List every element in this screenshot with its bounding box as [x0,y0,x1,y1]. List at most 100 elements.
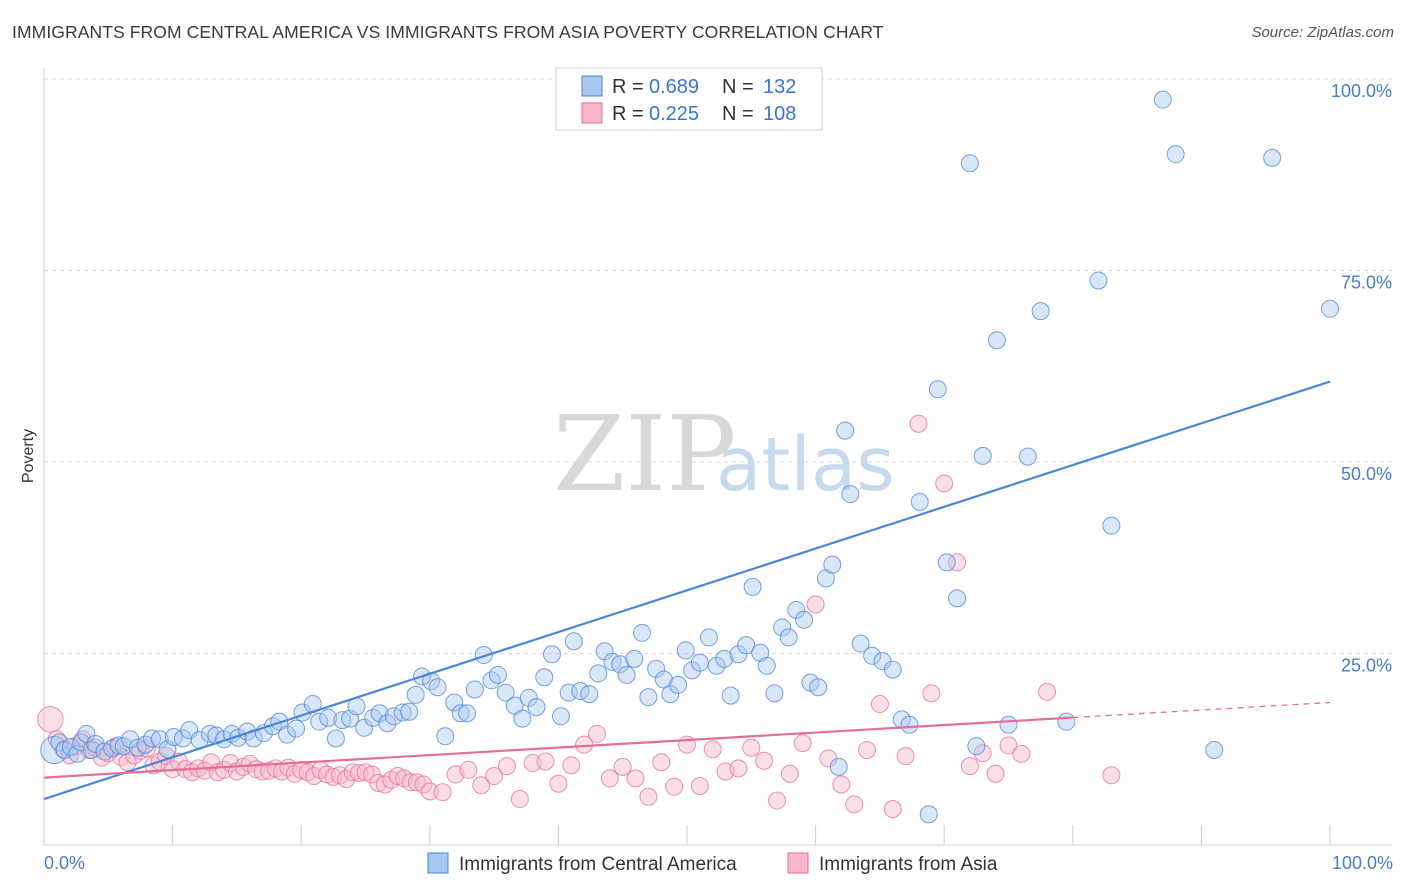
data-point [613,757,632,776]
data-point [375,775,394,794]
data-point [611,655,630,674]
data-point [1057,712,1076,731]
data-point [40,735,69,765]
trend-line [43,716,1073,779]
data-point [519,688,538,707]
data-point [86,734,105,753]
data-point [1018,447,1037,466]
data-point [1166,145,1185,164]
data-point [937,553,956,572]
data-point [703,740,722,759]
data-point [527,698,546,717]
watermark-zip: ZIP [553,393,736,515]
data-point [617,665,636,684]
data-point [1102,516,1121,535]
data-point [436,727,455,746]
data-point [414,775,433,794]
data-point [559,683,578,702]
data-point [400,702,419,721]
data-point [1089,271,1108,290]
data-point [310,712,329,731]
data-point [742,738,761,757]
bottom-legend-swatch-pink [787,852,809,874]
bottom-legend: Immigrants from Central America Immigran… [427,852,998,875]
data-point [858,741,877,760]
data-point [910,492,929,511]
data-point [143,729,162,748]
data-point [832,775,851,794]
legend-r-value: 0.689 [649,76,699,98]
legend-box: R = 0.689 N = 132 R = 0.225 N = 108 [555,67,823,131]
data-point [77,724,96,743]
data-point [793,734,812,753]
data-point [445,693,464,712]
data-point [278,725,297,744]
data-point [72,733,91,752]
data-point [922,684,941,703]
watermark-atlas: atlas [716,422,895,508]
data-point [364,708,383,727]
y-axis-label: Poverty [20,429,37,483]
data-point [661,685,680,704]
data-point [987,331,1006,350]
data-point [883,799,902,818]
data-point [639,787,658,806]
data-point [1263,148,1282,167]
data-point [665,777,684,796]
data-point [1012,744,1031,763]
data-point [632,623,651,642]
data-point [109,736,128,755]
data-point [841,485,860,504]
data-point [510,790,529,809]
data-point [721,686,740,705]
data-point [999,736,1018,755]
data-point [690,777,709,796]
data-point [967,737,986,756]
data-point [1153,90,1172,109]
data-point [707,656,726,675]
data-point [600,769,619,788]
data-point [626,769,645,788]
data-point [883,660,902,679]
data-point [488,665,507,684]
y-tick-label: 50.0% [1341,464,1392,484]
data-point [287,719,306,738]
data-point [549,774,568,793]
data-point [639,688,658,707]
data-point [900,715,919,734]
y-tick-label: 25.0% [1341,656,1392,676]
data-point [948,589,967,608]
data-point [851,634,870,653]
data-point [829,757,848,776]
data-point [420,782,439,801]
y-tick-labels: 25.0% 50.0% 75.0% 100.0% [1331,81,1392,676]
x-tick-label-min: 0.0% [44,853,85,873]
data-point [768,791,787,810]
data-point [729,759,748,778]
data-point [935,474,954,493]
series-central-america-points [40,90,1339,824]
data-point [587,724,606,743]
data-point [68,744,87,763]
data-point [699,628,718,647]
data-point [535,668,554,687]
data-point [406,685,425,704]
data-point [150,730,169,749]
data-point [326,729,345,748]
data-point [960,154,979,173]
data-point [823,555,842,574]
data-point [465,680,484,699]
data-point [523,754,542,773]
data-point [870,695,889,714]
data-point [474,646,493,665]
trend-line [43,380,1331,801]
chart-title: IMMIGRANTS FROM CENTRAL AMERICA VS IMMIG… [12,22,884,42]
data-point [755,751,774,770]
data-point [1031,302,1050,321]
data-point [743,577,762,596]
data-point [1102,766,1121,785]
data-point [343,763,362,782]
data-point [737,636,756,655]
axes [43,68,1392,846]
